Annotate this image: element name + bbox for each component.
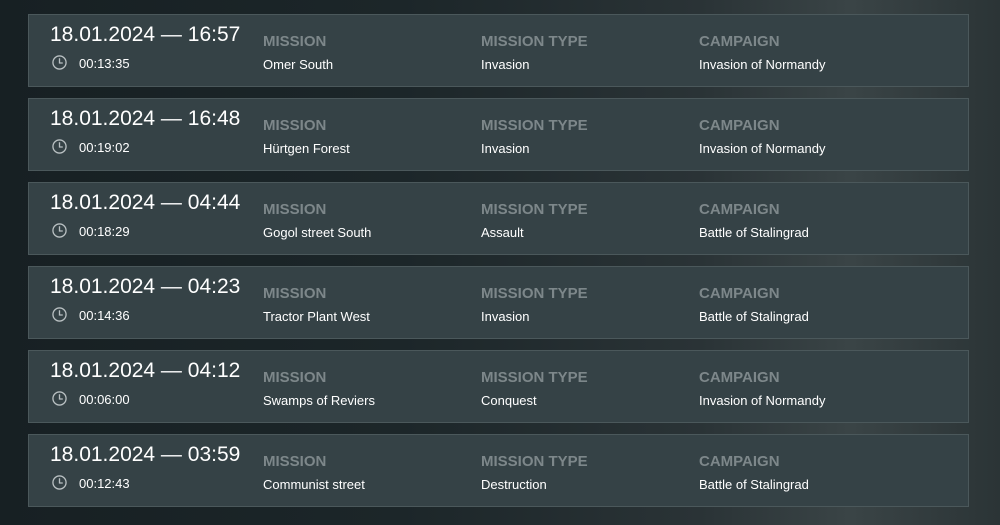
campaign-label: CAMPAIGN — [699, 117, 780, 134]
mission-type-value: Assault — [481, 225, 524, 240]
campaign-column: CAMPAIGN Battle of Stalingrad — [699, 285, 809, 324]
match-duration: 00:19:02 — [79, 140, 130, 155]
match-card[interactable]: 18.01.2024 — 04:12 00:06:00 MISSION Swam… — [28, 350, 969, 423]
campaign-value: Invasion of Normandy — [699, 393, 826, 408]
mission-column: MISSION Omer South — [263, 33, 333, 72]
mission-value: Swamps of Reviers — [263, 393, 375, 408]
mission-column: MISSION Tractor Plant West — [263, 285, 370, 324]
mission-value: Hürtgen Forest — [263, 141, 350, 156]
clock-icon — [52, 223, 67, 238]
match-card[interactable]: 18.01.2024 — 03:59 00:12:43 MISSION Comm… — [28, 434, 969, 507]
match-datetime: 18.01.2024 — 03:59 — [50, 443, 241, 466]
mission-type-column: MISSION TYPE Assault — [481, 201, 588, 240]
campaign-value: Battle of Stalingrad — [699, 309, 809, 324]
campaign-column: CAMPAIGN Invasion of Normandy — [699, 117, 825, 156]
mission-type-label: MISSION TYPE — [481, 285, 588, 302]
campaign-label: CAMPAIGN — [699, 285, 780, 302]
mission-type-value: Invasion — [481, 309, 530, 324]
match-duration: 00:13:35 — [79, 56, 130, 71]
mission-value: Gogol street South — [263, 225, 372, 240]
match-duration: 00:14:36 — [79, 308, 130, 323]
match-datetime: 18.01.2024 — 16:57 — [50, 23, 241, 46]
clock-icon — [52, 307, 67, 322]
campaign-value: Battle of Stalingrad — [699, 477, 809, 492]
mission-label: MISSION — [263, 285, 327, 302]
campaign-column: CAMPAIGN Battle of Stalingrad — [699, 201, 809, 240]
match-datetime: 18.01.2024 — 04:23 — [50, 275, 241, 298]
mission-type-label: MISSION TYPE — [481, 117, 588, 134]
campaign-label: CAMPAIGN — [699, 33, 780, 50]
mission-label: MISSION — [263, 33, 327, 50]
match-duration: 00:12:43 — [79, 476, 130, 491]
mission-value: Omer South — [263, 57, 334, 72]
mission-column: MISSION Hürtgen Forest — [263, 117, 350, 156]
clock-icon — [52, 475, 67, 490]
match-duration: 00:18:29 — [79, 224, 130, 239]
campaign-column: CAMPAIGN Invasion of Normandy — [699, 33, 825, 72]
match-card[interactable]: 18.01.2024 — 04:23 00:14:36 MISSION Trac… — [28, 266, 969, 339]
mission-column: MISSION Swamps of Reviers — [263, 369, 375, 408]
mission-type-value: Invasion — [481, 57, 530, 72]
clock-icon — [52, 139, 67, 154]
match-duration: 00:06:00 — [79, 392, 130, 407]
mission-type-label: MISSION TYPE — [481, 201, 588, 218]
mission-type-column: MISSION TYPE Invasion — [481, 33, 588, 72]
match-card[interactable]: 18.01.2024 — 04:44 00:18:29 MISSION Gogo… — [28, 182, 969, 255]
match-card[interactable]: 18.01.2024 — 16:57 00:13:35 MISSION Omer… — [28, 14, 969, 87]
mission-type-column: MISSION TYPE Invasion — [481, 285, 588, 324]
mission-column: MISSION Gogol street South — [263, 201, 371, 240]
mission-value: Tractor Plant West — [263, 309, 370, 324]
campaign-column: CAMPAIGN Battle of Stalingrad — [699, 453, 809, 492]
clock-icon — [52, 55, 67, 70]
match-datetime: 18.01.2024 — 04:12 — [50, 359, 241, 382]
mission-type-value: Invasion — [481, 141, 530, 156]
mission-label: MISSION — [263, 453, 327, 470]
mission-column: MISSION Communist street — [263, 453, 365, 492]
campaign-column: CAMPAIGN Invasion of Normandy — [699, 369, 825, 408]
campaign-label: CAMPAIGN — [699, 369, 780, 386]
mission-type-column: MISSION TYPE Invasion — [481, 117, 588, 156]
mission-type-value: Destruction — [481, 477, 547, 492]
campaign-value: Battle of Stalingrad — [699, 225, 809, 240]
campaign-label: CAMPAIGN — [699, 201, 780, 218]
mission-type-column: MISSION TYPE Destruction — [481, 453, 588, 492]
match-card[interactable]: 18.01.2024 — 16:48 00:19:02 MISSION Hürt… — [28, 98, 969, 171]
mission-type-column: MISSION TYPE Conquest — [481, 369, 588, 408]
mission-type-label: MISSION TYPE — [481, 369, 588, 386]
mission-label: MISSION — [263, 201, 327, 218]
match-datetime: 18.01.2024 — 16:48 — [50, 107, 241, 130]
clock-icon — [52, 391, 67, 406]
mission-type-label: MISSION TYPE — [481, 453, 588, 470]
match-datetime: 18.01.2024 — 04:44 — [50, 191, 241, 214]
mission-value: Communist street — [263, 477, 365, 492]
campaign-label: CAMPAIGN — [699, 453, 780, 470]
mission-label: MISSION — [263, 117, 327, 134]
mission-type-label: MISSION TYPE — [481, 33, 588, 50]
campaign-value: Invasion of Normandy — [699, 141, 826, 156]
mission-type-value: Conquest — [481, 393, 537, 408]
mission-label: MISSION — [263, 369, 327, 386]
campaign-value: Invasion of Normandy — [699, 57, 826, 72]
